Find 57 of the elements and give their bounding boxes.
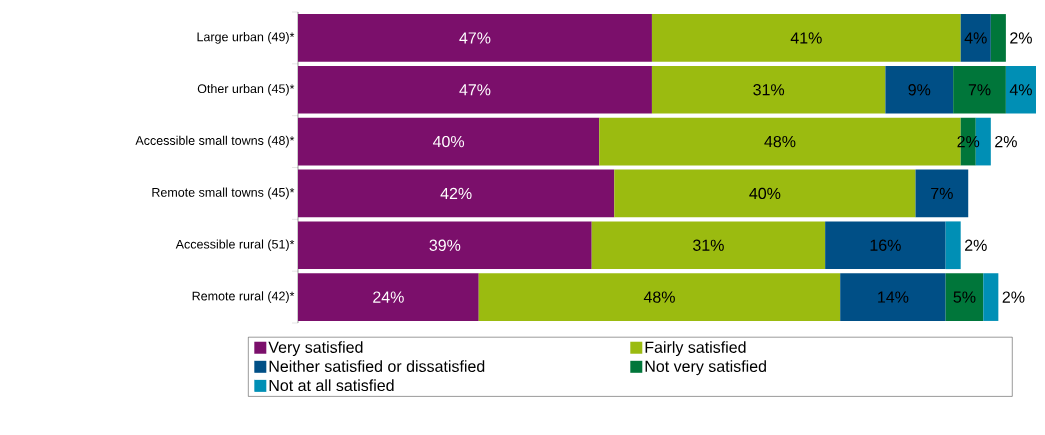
bar (298, 169, 615, 218)
bar (591, 221, 826, 270)
bar (298, 14, 652, 62)
legend-label: Not very satisfied (645, 360, 766, 376)
data-label: 47% (459, 84, 491, 96)
data-label: 41% (790, 32, 822, 44)
data-label: 40% (432, 135, 465, 148)
bar (614, 169, 916, 218)
data-label: 2% (995, 135, 1017, 148)
y-tick-label: Accessible rural (51)* (175, 239, 295, 252)
y-tick-label: Accessible small towns (48)* (135, 135, 295, 148)
data-label: 4% (964, 32, 987, 44)
bar (960, 14, 991, 62)
data-label: 47% (459, 32, 491, 44)
data-label: 2% (1010, 32, 1032, 44)
bar (1005, 65, 1036, 114)
bar (651, 14, 961, 62)
y-tick-label: Large urban (49)* (197, 32, 295, 44)
data-label: 42% (440, 187, 472, 200)
data-label: 16% (870, 239, 901, 251)
bar (651, 65, 886, 114)
data-label: 4% (1009, 84, 1032, 96)
bar (990, 14, 1006, 62)
bar (298, 221, 592, 270)
legend-label: Fairly satisfied (645, 341, 746, 357)
data-label: 2% (965, 239, 987, 251)
bar (298, 65, 652, 114)
data-label: 24% (373, 291, 404, 303)
bar (945, 273, 984, 321)
y-tick-label: Remote small towns (45)* (152, 187, 295, 200)
bar (298, 273, 479, 321)
y-tick-label: Remote rural (42)* (192, 291, 295, 303)
legend-label: Neither satisfied or dissatisfied (269, 360, 485, 373)
bar (885, 65, 954, 114)
data-label: 39% (429, 239, 461, 251)
bar (825, 221, 946, 270)
bar (840, 273, 946, 321)
data-label: 31% (753, 84, 785, 96)
bar (915, 169, 969, 218)
bar (953, 65, 1006, 114)
data-label: 7% (931, 187, 953, 200)
data-label: 7% (968, 84, 991, 96)
legend-label: Very satisfied (268, 341, 363, 357)
data-label: 31% (693, 239, 724, 251)
data-label: 48% (764, 135, 796, 148)
data-label: 48% (643, 291, 675, 303)
bar (478, 273, 841, 321)
y-tick-label: Other urban (45)* (197, 83, 295, 96)
data-label: 9% (908, 84, 931, 96)
bar (945, 221, 961, 270)
data-label: 40% (749, 187, 781, 200)
legend-label: Not at all satisfied (269, 379, 394, 392)
bar (298, 117, 600, 166)
data-label: 2% (1002, 291, 1025, 303)
data-label: 5% (953, 291, 976, 303)
data-label: 14% (878, 291, 909, 303)
bar (983, 273, 999, 321)
